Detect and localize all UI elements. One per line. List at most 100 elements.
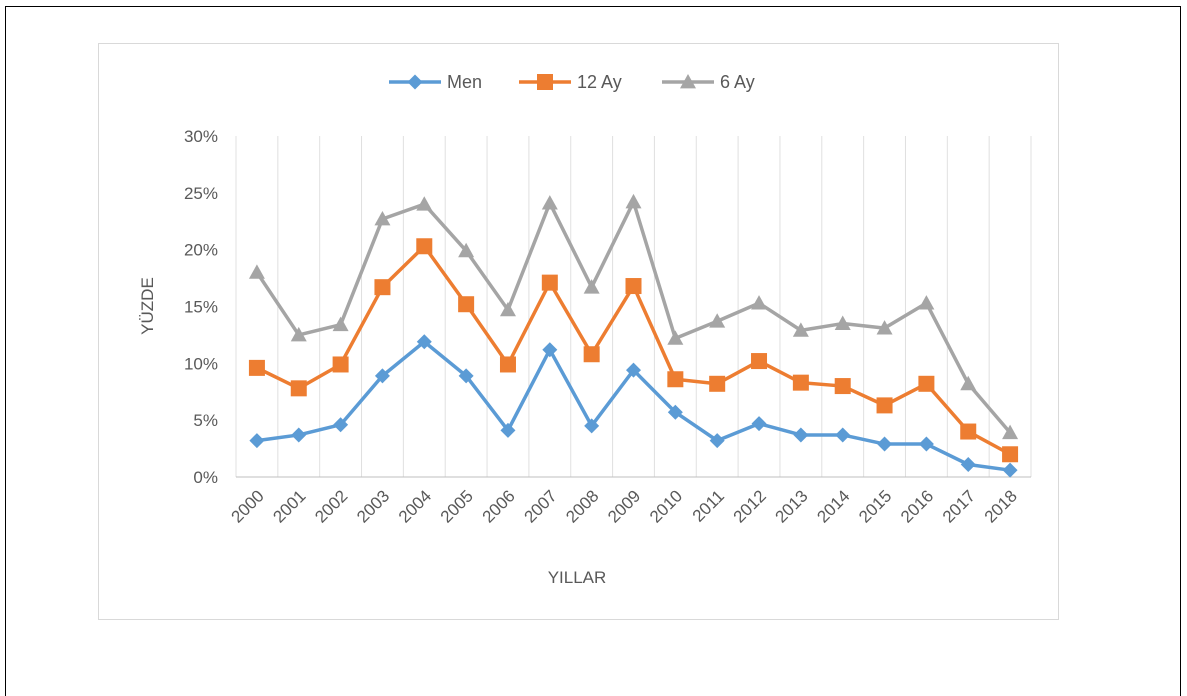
data-point	[1002, 462, 1018, 478]
data-point	[709, 313, 726, 328]
data-point	[374, 210, 391, 226]
data-point	[583, 279, 600, 294]
x-tick-label: 2010	[646, 486, 686, 526]
legend-item: 12 Ay	[519, 72, 622, 92]
y-axis-title: YÜZDE	[138, 277, 157, 335]
data-point	[291, 427, 307, 443]
data-point	[249, 433, 265, 449]
x-tick-label: 2007	[520, 486, 560, 526]
data-point	[416, 238, 433, 255]
data-point	[248, 359, 265, 376]
legend: Men 12 Ay 6 Ay	[389, 72, 755, 92]
series-line	[256, 339, 1011, 472]
page-frame	[5, 6, 1181, 696]
x-tick-label: 2012	[730, 486, 770, 526]
x-tick-label: 2015	[855, 486, 895, 526]
data-point	[792, 322, 809, 337]
chart-area: 0% 5% 10% 15% 20% 25% 30% 2000 2001 2002 2003 2004…	[98, 43, 1059, 620]
gridlines	[235, 136, 1032, 477]
x-tick-label: 2003	[353, 486, 393, 526]
legend-marker	[680, 74, 696, 89]
y-tick-label: 20%	[184, 241, 218, 260]
x-tick-label: 2001	[269, 486, 309, 526]
data-point	[625, 278, 642, 295]
data-point	[583, 346, 600, 363]
data-point	[877, 436, 893, 452]
data-point	[499, 301, 516, 317]
legend-item: Men	[389, 72, 482, 92]
series-line	[256, 244, 1011, 456]
legend-label: Men	[447, 72, 482, 92]
data-point	[416, 196, 433, 211]
x-tick-label: 2006	[479, 486, 519, 526]
x-tick-label: 2009	[604, 486, 644, 526]
data-point	[332, 316, 349, 332]
data-point	[751, 416, 767, 432]
data-point	[709, 433, 725, 449]
data-point	[500, 422, 516, 438]
data-point	[458, 242, 475, 258]
x-tick-label: 2005	[437, 486, 477, 526]
data-point	[1002, 446, 1019, 463]
data-point	[835, 427, 851, 443]
y-tick-label: 30%	[184, 127, 218, 146]
x-tick-label: 2004	[395, 486, 435, 526]
data-point	[751, 353, 768, 370]
x-tick-label: 2011	[689, 486, 728, 525]
legend-label: 12 Ay	[577, 72, 622, 92]
data-point	[458, 368, 474, 384]
data-point	[625, 193, 642, 209]
data-point	[667, 404, 683, 420]
data-point	[960, 375, 977, 391]
y-tick-label: 5%	[193, 411, 218, 430]
data-point	[918, 295, 935, 310]
legend-marker	[537, 74, 553, 90]
series-men	[249, 334, 1018, 478]
data-point	[290, 326, 307, 342]
y-tick-label: 25%	[184, 184, 218, 203]
legend-marker	[407, 74, 423, 90]
data-point	[542, 342, 558, 358]
data-point	[541, 195, 558, 210]
data-point	[834, 378, 851, 395]
y-tick-label: 0%	[193, 468, 218, 487]
data-point	[918, 375, 935, 392]
series-6-ay	[248, 193, 1019, 440]
data-point	[793, 427, 809, 443]
data-point	[960, 423, 977, 440]
data-point	[667, 371, 684, 388]
x-tick-label: 2016	[897, 486, 937, 526]
data-point	[499, 356, 516, 373]
data-point	[374, 368, 390, 384]
x-tick-label: 2013	[772, 486, 812, 526]
legend-item: 6 Ay	[662, 72, 755, 92]
data-point	[1002, 424, 1019, 440]
series	[248, 193, 1019, 478]
data-point	[416, 334, 432, 350]
y-tick-labels: 0% 5% 10% 15% 20% 25% 30%	[184, 127, 218, 487]
data-point	[834, 315, 851, 330]
x-tick-label: 2017	[939, 486, 979, 526]
data-point	[541, 274, 558, 291]
x-axis-title: YILLAR	[548, 568, 607, 587]
data-point	[584, 418, 600, 434]
x-tick-label: 2002	[311, 486, 351, 526]
data-point	[709, 375, 726, 392]
line-chart: 0% 5% 10% 15% 20% 25% 30% 2000 2001 2002 2003 2004…	[138, 72, 1032, 587]
data-point	[876, 397, 893, 414]
data-point	[290, 380, 307, 397]
data-point	[332, 356, 349, 373]
x-tick-label: 2014	[813, 486, 853, 526]
y-tick-label: 15%	[184, 298, 218, 317]
data-point	[626, 362, 641, 378]
data-point	[751, 295, 768, 310]
data-point	[792, 374, 809, 391]
series-12-ay	[248, 238, 1019, 463]
x-tick-label: 2008	[562, 486, 602, 526]
x-tick-label: 2018	[981, 486, 1021, 526]
legend-label: 6 Ay	[720, 72, 755, 92]
data-point	[918, 436, 934, 452]
y-tick-label: 10%	[184, 354, 218, 373]
x-tick-label: 2000	[228, 486, 268, 526]
data-point	[374, 279, 391, 296]
